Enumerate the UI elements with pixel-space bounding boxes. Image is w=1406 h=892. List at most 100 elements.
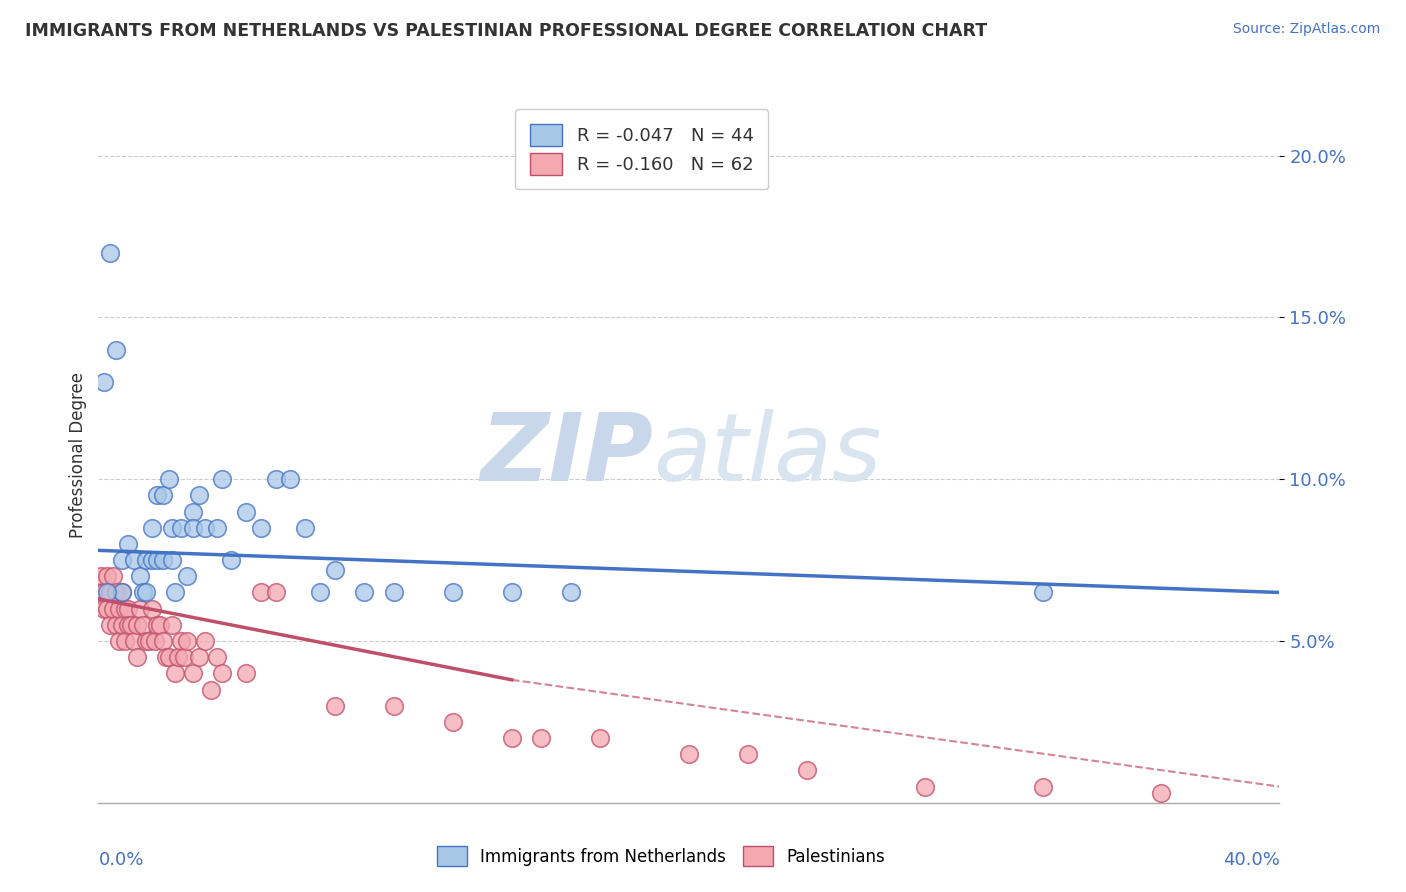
Point [146,488,169,502]
Point [128,569,150,583]
Point [173,650,195,665]
Point [103,569,125,583]
Point [211,666,233,681]
Point [323,563,346,577]
Point [146,617,169,632]
Point [135,553,157,567]
Point [187,488,209,502]
Point [114,634,136,648]
Text: ZIP: ZIP [481,409,654,501]
Point [221,553,243,567]
Point [162,521,183,535]
Point [205,650,228,665]
Point [141,553,163,567]
Point [914,780,936,794]
Point [235,666,257,681]
Point [152,553,174,567]
Point [205,521,228,535]
Point [117,617,139,632]
Point [141,601,163,615]
Point [167,650,190,665]
Point [165,585,187,599]
Point [98,617,121,632]
Point [441,714,464,729]
Point [122,634,145,648]
Point [98,585,121,599]
Point [105,343,128,357]
Point [132,585,155,599]
Point [117,601,139,615]
Point [235,504,257,518]
Point [132,617,155,632]
Y-axis label: Professional Degree: Professional Degree [69,372,87,538]
Text: 0.0%: 0.0% [98,851,143,870]
Point [170,634,193,648]
Point [98,245,121,260]
Point [152,634,174,648]
Point [194,521,217,535]
Point [138,634,160,648]
Point [737,747,759,762]
Point [108,634,131,648]
Point [250,521,273,535]
Point [93,585,115,599]
Point [96,569,118,583]
Point [105,617,128,632]
Point [114,601,136,615]
Point [1032,585,1054,599]
Point [678,747,700,762]
Point [103,601,125,615]
Point [162,617,183,632]
Point [441,585,464,599]
Point [111,617,134,632]
Point [264,585,287,599]
Point [194,634,217,648]
Point [125,650,148,665]
Point [143,634,166,648]
Point [353,585,375,599]
Point [111,585,134,599]
Point [181,666,204,681]
Text: atlas: atlas [654,409,882,500]
Point [501,585,523,599]
Point [162,553,183,567]
Point [157,472,180,486]
Point [125,617,148,632]
Point [96,601,118,615]
Point [530,731,553,745]
Point [181,504,204,518]
Point [796,764,818,778]
Point [111,553,134,567]
Point [309,585,332,599]
Point [382,698,405,713]
Point [111,585,134,599]
Point [1150,786,1173,800]
Legend: Immigrants from Netherlands, Palestinians: Immigrants from Netherlands, Palestinian… [429,838,893,875]
Point [294,521,316,535]
Point [165,666,187,681]
Point [176,569,198,583]
Point [128,601,150,615]
Legend: R = -0.047   N = 44, R = -0.160   N = 62: R = -0.047 N = 44, R = -0.160 N = 62 [515,109,768,189]
Point [93,375,115,389]
Point [149,617,172,632]
Point [200,682,222,697]
Point [181,521,204,535]
Point [96,585,118,599]
Point [1032,780,1054,794]
Point [135,585,157,599]
Point [90,569,112,583]
Point [152,488,174,502]
Point [135,634,157,648]
Point [323,698,346,713]
Point [264,472,287,486]
Point [589,731,612,745]
Point [157,650,180,665]
Text: 40.0%: 40.0% [1223,851,1279,870]
Point [141,521,163,535]
Point [250,585,273,599]
Point [382,585,405,599]
Point [122,553,145,567]
Point [170,521,193,535]
Point [105,585,128,599]
